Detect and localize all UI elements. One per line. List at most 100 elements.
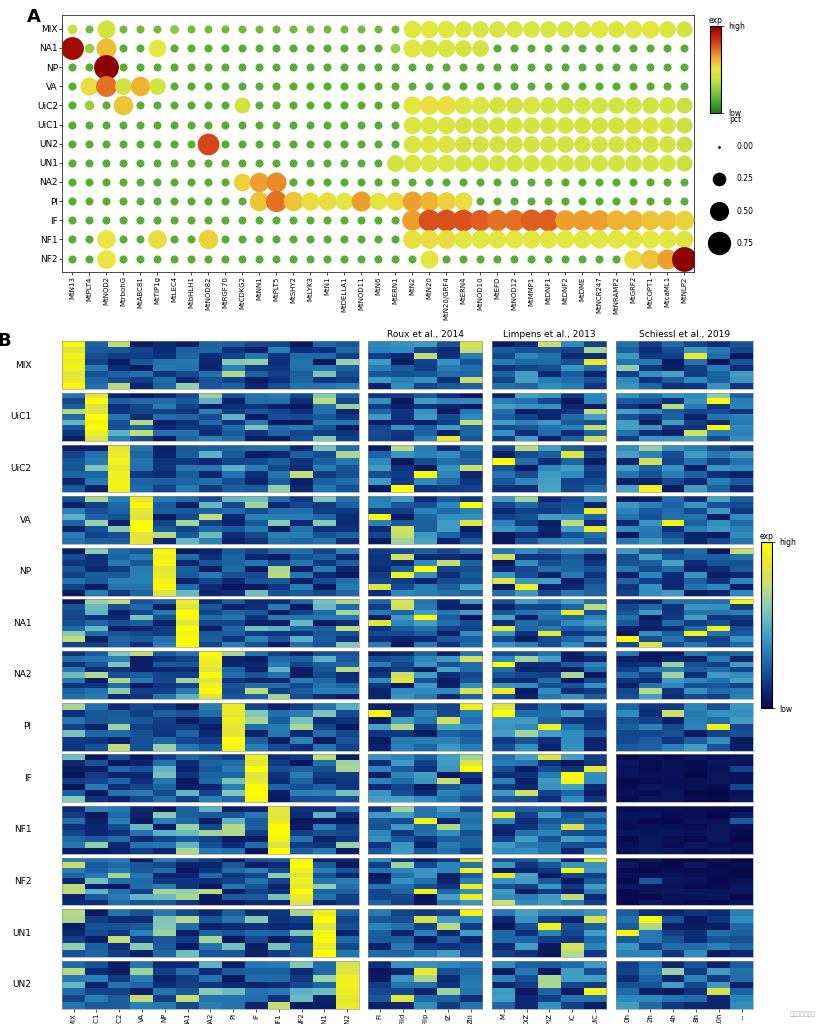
Point	[626, 135, 639, 152]
Point	[218, 251, 232, 267]
Text: 0.50: 0.50	[735, 207, 752, 216]
Point	[337, 97, 351, 114]
Point	[490, 20, 503, 37]
Point	[133, 97, 146, 114]
Point	[167, 78, 180, 94]
Point	[337, 78, 351, 94]
Point	[371, 174, 385, 190]
Point	[270, 78, 283, 94]
Point	[151, 20, 164, 37]
Point	[609, 20, 622, 37]
Y-axis label: NP: NP	[19, 567, 31, 577]
Point	[117, 20, 130, 37]
Point	[337, 212, 351, 228]
Point	[218, 135, 232, 152]
Point	[575, 59, 588, 76]
Point	[184, 231, 198, 248]
Point	[133, 117, 146, 133]
Point	[218, 78, 232, 94]
Point	[184, 117, 198, 133]
Point	[609, 231, 622, 248]
Point	[65, 117, 79, 133]
Point	[371, 231, 385, 248]
Point	[643, 231, 656, 248]
Point	[218, 212, 232, 228]
Point	[388, 193, 401, 209]
Point	[405, 78, 418, 94]
Point	[507, 231, 520, 248]
Point	[133, 212, 146, 228]
Point	[252, 97, 265, 114]
Point	[507, 174, 520, 190]
Point	[456, 193, 469, 209]
Title: Roux et al., 2014: Roux et al., 2014	[386, 330, 463, 339]
Point	[439, 97, 452, 114]
Point	[473, 193, 486, 209]
Point	[592, 251, 605, 267]
Point	[676, 40, 690, 56]
Point	[609, 193, 622, 209]
Point	[609, 174, 622, 190]
Point	[524, 97, 538, 114]
Point	[270, 97, 283, 114]
Title: Schiessl et al., 2019: Schiessl et al., 2019	[638, 330, 729, 339]
Point	[286, 231, 299, 248]
Point	[507, 78, 520, 94]
Point	[236, 135, 249, 152]
Point	[184, 40, 198, 56]
Point	[354, 59, 367, 76]
Point	[558, 174, 571, 190]
Point	[626, 251, 639, 267]
Point	[422, 59, 435, 76]
Point	[405, 155, 418, 171]
Point	[371, 135, 385, 152]
Point	[167, 251, 180, 267]
Point	[286, 40, 299, 56]
Point	[167, 97, 180, 114]
Point	[388, 59, 401, 76]
Point	[202, 20, 215, 37]
Point	[643, 78, 656, 94]
Point	[439, 59, 452, 76]
Point	[83, 117, 96, 133]
Point	[507, 155, 520, 171]
Point	[626, 231, 639, 248]
Point	[676, 117, 690, 133]
Point	[65, 251, 79, 267]
Point	[83, 59, 96, 76]
Point	[592, 78, 605, 94]
Point	[405, 135, 418, 152]
Point	[236, 155, 249, 171]
Point	[626, 174, 639, 190]
Point	[473, 251, 486, 267]
Point	[133, 155, 146, 171]
Point	[676, 59, 690, 76]
Point	[218, 40, 232, 56]
Point	[439, 193, 452, 209]
Point	[337, 155, 351, 171]
Point	[609, 78, 622, 94]
Point	[575, 212, 588, 228]
Point	[676, 20, 690, 37]
Point	[575, 40, 588, 56]
Point	[422, 78, 435, 94]
Y-axis label: UN2: UN2	[12, 980, 31, 989]
Point	[286, 117, 299, 133]
Point	[609, 212, 622, 228]
Point	[83, 135, 96, 152]
Point	[202, 155, 215, 171]
Point	[304, 117, 317, 133]
Point	[422, 193, 435, 209]
Point	[354, 40, 367, 56]
Point	[286, 212, 299, 228]
Point	[117, 40, 130, 56]
Point	[167, 174, 180, 190]
Point	[541, 97, 554, 114]
Point	[117, 231, 130, 248]
Point	[626, 78, 639, 94]
Point	[371, 155, 385, 171]
Point	[439, 117, 452, 133]
Point	[609, 59, 622, 76]
Point	[456, 135, 469, 152]
Point	[592, 97, 605, 114]
